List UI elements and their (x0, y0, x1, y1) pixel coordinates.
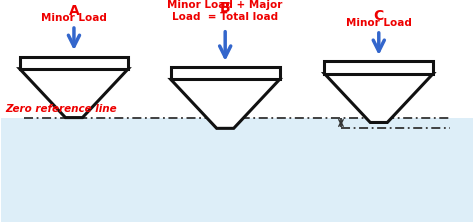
Text: B: B (220, 1, 230, 15)
Bar (0, 118, 474, 222)
Text: Minor Load: Minor Load (346, 18, 412, 28)
Polygon shape (171, 79, 280, 128)
Text: Minor Load + Major
Load  = Total load: Minor Load + Major Load = Total load (167, 0, 283, 22)
Polygon shape (171, 67, 280, 79)
Text: C: C (374, 9, 384, 23)
Text: Zero reference line: Zero reference line (5, 104, 117, 114)
Text: A: A (69, 4, 79, 18)
Polygon shape (19, 56, 128, 69)
Polygon shape (324, 74, 433, 122)
Text: Minor Load: Minor Load (41, 13, 107, 23)
Polygon shape (19, 69, 128, 118)
Polygon shape (324, 61, 433, 74)
